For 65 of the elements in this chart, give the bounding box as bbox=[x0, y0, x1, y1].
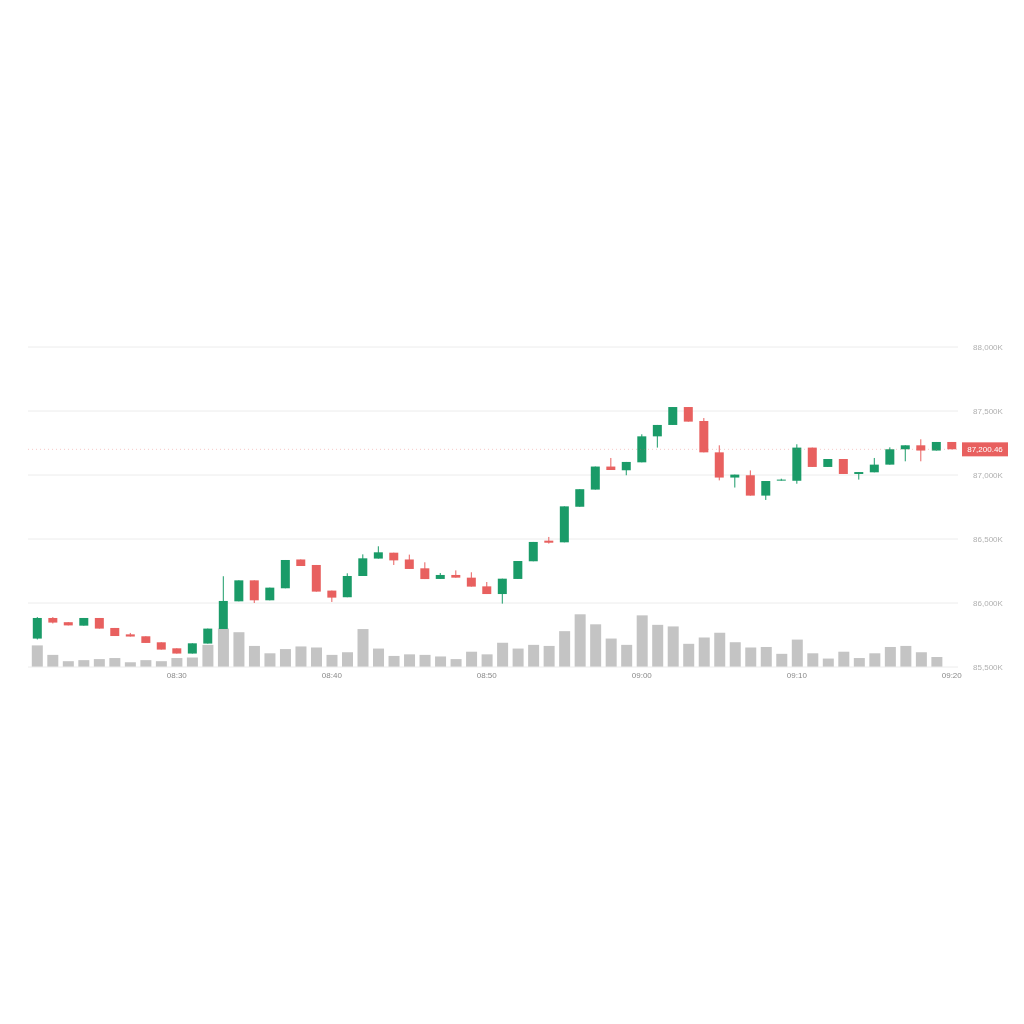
bar bbox=[435, 656, 447, 667]
bar bbox=[419, 654, 431, 667]
bar bbox=[47, 654, 59, 667]
bar bbox=[373, 648, 385, 667]
bar bbox=[497, 642, 509, 667]
bar bbox=[357, 629, 369, 667]
ref-line-label: 87,200.46 bbox=[967, 445, 1004, 455]
bar bbox=[605, 638, 617, 667]
bar bbox=[388, 655, 400, 667]
bar bbox=[776, 653, 788, 667]
bar bbox=[512, 648, 524, 667]
bar bbox=[760, 646, 772, 667]
bar bbox=[807, 653, 819, 667]
bar bbox=[202, 644, 214, 667]
x-tick-label: 09:20 bbox=[941, 671, 963, 680]
candlestick bbox=[761, 480, 771, 501]
bar bbox=[869, 653, 881, 667]
bar bbox=[528, 644, 540, 667]
bar bbox=[543, 645, 555, 667]
bar bbox=[466, 651, 478, 667]
bar bbox=[31, 645, 43, 667]
bar bbox=[621, 644, 633, 667]
bar bbox=[248, 645, 260, 667]
bar bbox=[574, 614, 586, 667]
bar bbox=[652, 624, 664, 667]
bar bbox=[714, 632, 726, 667]
bar bbox=[279, 649, 291, 667]
bar bbox=[295, 646, 307, 667]
x-tick-label: 08:30 bbox=[166, 671, 188, 680]
y-tick-label: 88,000K bbox=[973, 342, 1004, 352]
bar bbox=[698, 637, 710, 667]
y-tick-label: 85,500K bbox=[973, 662, 1004, 672]
candlestick bbox=[497, 578, 507, 605]
bar bbox=[915, 652, 927, 667]
bar bbox=[481, 654, 493, 667]
bar bbox=[931, 656, 943, 667]
y-tick-label: 87,000K bbox=[973, 470, 1004, 480]
bar bbox=[745, 647, 757, 667]
bar bbox=[590, 624, 602, 667]
bar bbox=[884, 646, 896, 667]
x-tick-label: 08:50 bbox=[476, 671, 498, 680]
bar bbox=[729, 642, 741, 667]
y-tick-label: 87,500K bbox=[973, 406, 1004, 416]
bar bbox=[667, 626, 679, 667]
bar bbox=[264, 653, 276, 667]
x-tick-label: 09:10 bbox=[786, 671, 808, 680]
candlestick bbox=[249, 579, 259, 604]
y-tick-label: 86,500K bbox=[973, 534, 1004, 544]
bar bbox=[838, 651, 850, 667]
y-tick-label: 86,000K bbox=[973, 598, 1004, 608]
candlestick bbox=[745, 469, 755, 497]
bar bbox=[404, 654, 416, 667]
bar bbox=[310, 647, 322, 667]
bar bbox=[900, 645, 912, 667]
bar bbox=[342, 652, 353, 667]
bar bbox=[636, 615, 648, 667]
bar bbox=[791, 639, 803, 667]
x-tick-label: 08:40 bbox=[321, 671, 343, 680]
candlestick bbox=[358, 553, 368, 577]
bar bbox=[233, 632, 245, 667]
bar bbox=[559, 631, 571, 667]
x-tick-label: 09:00 bbox=[631, 671, 653, 680]
bar bbox=[326, 654, 338, 667]
candlestick bbox=[916, 438, 926, 462]
bar bbox=[683, 643, 695, 667]
